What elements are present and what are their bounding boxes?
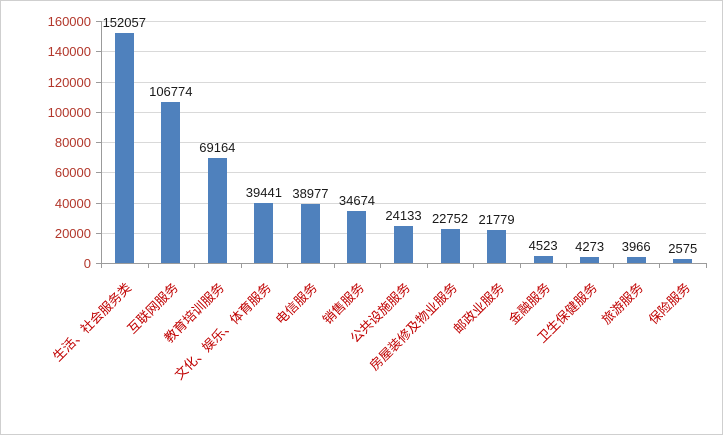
y-axis-tick (96, 232, 101, 234)
y-axis-tick (96, 81, 101, 83)
y-axis-tick-label: 160000 (47, 14, 91, 29)
x-axis-tick (519, 263, 521, 268)
bar-value-label: 4523 (528, 238, 558, 254)
bar-value-label: 39441 (245, 185, 282, 201)
x-axis-tick (612, 263, 614, 268)
x-axis-tick (287, 263, 289, 268)
x-axis-line (101, 263, 706, 264)
y-axis-tick-label: 40000 (54, 195, 91, 211)
bar-value-label: 152057 (102, 15, 146, 30)
gridline (101, 142, 706, 143)
bar (533, 256, 553, 263)
bar (254, 203, 274, 263)
x-axis-tick (473, 263, 475, 268)
x-axis-tick (659, 263, 661, 268)
bar (207, 158, 227, 263)
gridline (101, 21, 706, 22)
bar-value-label: 24133 (385, 208, 422, 224)
y-axis-line (101, 21, 102, 263)
x-axis-tick (101, 263, 102, 268)
bar-value-label: 38977 (292, 186, 329, 202)
x-axis-tick (380, 263, 382, 268)
y-axis-tick (96, 202, 101, 204)
bar-value-label: 2575 (668, 241, 698, 257)
gridline (101, 111, 706, 113)
bar-value-label: 21779 (478, 212, 515, 228)
y-axis-tick (96, 21, 101, 22)
x-axis-category-label-text: 电信服务 (273, 279, 321, 328)
y-axis-tick-label: 60000 (54, 165, 91, 181)
bar (300, 204, 320, 263)
bar-value-label: 34674 (338, 192, 376, 208)
y-axis-tick-label: 100000 (47, 104, 91, 120)
x-axis-tick (333, 263, 335, 268)
gridline (101, 172, 706, 174)
gridline (101, 51, 706, 53)
bar-value-label: 22752 (431, 210, 469, 226)
bar (347, 210, 367, 263)
x-axis-tick (426, 263, 428, 268)
x-axis-tick (194, 263, 196, 268)
bar-value-label: 4273 (575, 238, 605, 254)
x-axis-tick (706, 263, 707, 268)
bar (580, 256, 600, 263)
x-axis-category-label-text: 保险服务 (645, 279, 693, 328)
bar-value-label: 69164 (199, 140, 236, 156)
x-axis-category-label-text: 生活、社会服务类 (50, 279, 135, 365)
y-axis-tick (96, 111, 101, 113)
x-axis-tick (240, 263, 242, 268)
y-axis-tick (96, 142, 101, 143)
gridline (101, 202, 706, 204)
y-axis-tick-label: 80000 (54, 135, 91, 150)
y-axis-tick (96, 51, 101, 53)
bar-value-label: 106774 (149, 83, 193, 99)
bar (440, 228, 460, 263)
x-axis-tick (566, 263, 568, 268)
bar-value-label: 3966 (621, 239, 651, 254)
bar (394, 226, 413, 263)
y-axis-tick-label: 0 (83, 256, 91, 271)
bar (114, 33, 134, 263)
bar (487, 230, 507, 263)
gridline (101, 81, 706, 83)
y-axis-tick-label: 120000 (47, 74, 91, 90)
y-axis-tick-label: 140000 (47, 44, 91, 60)
bar (161, 101, 181, 263)
bar (626, 257, 646, 263)
y-axis-tick (96, 263, 101, 264)
bar (673, 259, 693, 263)
x-axis-category-label-text: 旅游服务 (598, 279, 647, 328)
y-axis-tick-label: 20000 (54, 225, 91, 241)
y-axis-tick (96, 172, 101, 174)
x-axis-tick (147, 263, 149, 268)
